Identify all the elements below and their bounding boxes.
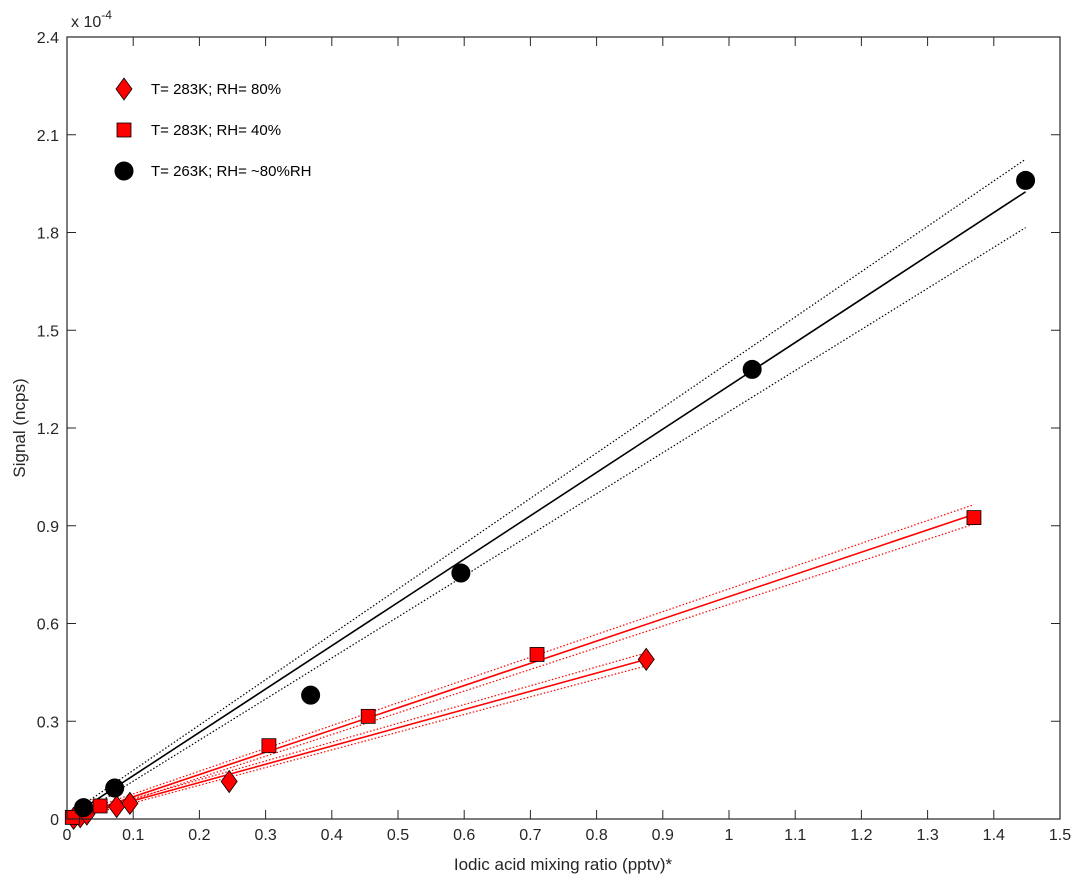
- data-point-series-1: [529, 647, 545, 662]
- x-tick-label: 1: [725, 827, 734, 844]
- data-point-series-0: [220, 769, 238, 794]
- x-tick-label: 0.2: [188, 827, 210, 844]
- y-tick-label: 1.8: [37, 226, 59, 243]
- y-tick-label: 2.4: [37, 30, 59, 47]
- fit-line-series-2: [67, 191, 1027, 819]
- data-point-series-2: [301, 685, 321, 705]
- data-point-series-2: [451, 563, 471, 583]
- axis-exponent-label: x 10-4: [71, 8, 112, 31]
- legend: T= 283K; RH= 80% T= 283K; RH= 40% T= 263K;…: [114, 77, 312, 181]
- data-point-series-0: [121, 791, 139, 816]
- y-tick-label: 0.6: [37, 617, 59, 634]
- x-tick-label: 1.5: [1049, 827, 1071, 844]
- ci-upper-series-1: [67, 504, 975, 818]
- y-tick-label: 0.3: [37, 714, 59, 731]
- x-tick-label: 0.7: [519, 827, 541, 844]
- legend-label-series-0: T= 283K; RH= 80%: [151, 81, 281, 98]
- x-tick-label: 0.6: [453, 827, 475, 844]
- x-tick-label: 0.9: [652, 827, 674, 844]
- x-tick-label: 1.1: [784, 827, 806, 844]
- ci-lower-series-1: [72, 523, 975, 819]
- data-point-series-2: [105, 778, 125, 798]
- y-tick-label: 0.9: [37, 519, 59, 536]
- x-tick-label: 1.3: [916, 827, 938, 844]
- fit-line-series-1: [67, 513, 975, 819]
- x-axis-label: Iodic acid mixing ratio (pptv)*: [454, 855, 673, 874]
- ci-upper-series-2: [67, 158, 1026, 817]
- axis-exponent-power: -4: [101, 8, 112, 22]
- x-tick-label: 0.4: [321, 827, 343, 844]
- ci-lower-series-2: [71, 227, 1026, 819]
- axis-ticks: 0 0.1 0.2 0.3 0.4 0.5 0.6 0.7 0.8 0.9 1 1.1 1.2 1.3 1.…: [37, 30, 1071, 844]
- y-tick-label: 1.5: [37, 323, 59, 340]
- legend-label-series-1: T= 283K; RH= 40%: [151, 122, 281, 139]
- data-point-series-1: [360, 708, 376, 724]
- y-axis-label: Signal (ncps): [10, 378, 29, 477]
- ci-upper-series-0: [67, 652, 647, 818]
- fit-lines: [67, 158, 1027, 819]
- data-point-series-0: [637, 647, 655, 672]
- x-tick-label: 0: [63, 827, 72, 844]
- x-tick-label: 0.3: [254, 827, 276, 844]
- legend-marker-series-2: [114, 161, 134, 181]
- legend-label-series-2: T= 263K; RH= ~80%RH: [151, 163, 312, 180]
- y-tick-label: 2.1: [37, 128, 59, 145]
- x-tick-label: 1.4: [983, 827, 1005, 844]
- x-tick-label: 0.1: [122, 827, 144, 844]
- legend-marker-series-1: [116, 122, 132, 138]
- data-point-series-2: [1016, 170, 1036, 190]
- y-tick-label: 1.2: [37, 421, 59, 438]
- x-tick-label: 1.2: [850, 827, 872, 844]
- data-point-series-1: [92, 798, 108, 814]
- legend-marker-series-0: [115, 77, 133, 101]
- data-point-series-1: [64, 809, 80, 825]
- fit-line-series-0: [67, 658, 647, 819]
- data-point-series-2: [742, 359, 762, 379]
- x-tick-label: 0.8: [585, 827, 607, 844]
- data-point-series-2: [74, 798, 94, 818]
- data-markers: [64, 170, 1036, 831]
- axis-exponent-base: x 10: [71, 14, 101, 31]
- y-tick-label: 0: [50, 812, 59, 829]
- data-point-series-1: [966, 510, 982, 526]
- data-point-series-1: [261, 738, 277, 754]
- x-tick-label: 0.5: [387, 827, 409, 844]
